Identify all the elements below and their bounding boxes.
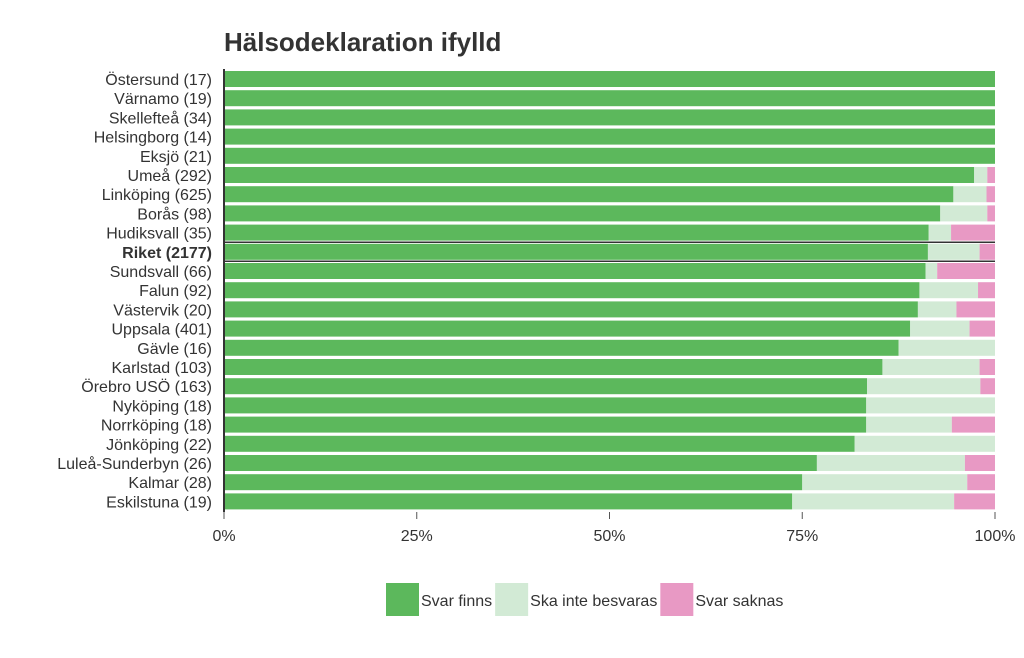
chart-title: Hälsodeklaration ifylld [224,27,501,57]
bar-segment [224,71,995,87]
category-labels: Östersund (17) Värnamo (19)Skellefteå (34… [57,71,212,511]
bar-segment [882,359,980,375]
bar-segment [224,109,995,126]
category-label: Norrköping (18) [101,418,212,435]
legend-label: Svar saknas [695,593,783,610]
category-label: Riket (2177) [122,245,212,262]
x-tick-label: 0% [212,528,235,545]
bar-segment [951,224,995,241]
category-label: Umeå (292) [128,167,212,185]
category-label: Västervik (20) [113,302,212,319]
bar-segment [917,301,957,318]
bar-segment [224,128,995,145]
bar-segment [967,474,995,491]
bar-segment [224,205,941,222]
bar-segment [964,455,995,471]
bar-segment [919,282,979,299]
bar-segment [224,263,926,279]
legend-label: Svar finns [421,593,492,610]
category-label: Helsingborg (14) [94,130,212,147]
bar-segment [224,90,995,107]
x-tick-label: 25% [401,528,433,545]
x-tick-label: 100% [975,528,1016,545]
category-label: Nyköping (18) [112,398,212,415]
bar-segment [987,205,995,222]
bar-segment [866,397,995,414]
bar-segment [974,167,988,183]
bar-segment [987,167,995,183]
category-label: Borås (98) [137,205,212,223]
category-label: Östersund (17) [105,71,212,89]
bar-segment [224,243,928,260]
category-label: Eskilstuna (19) [106,494,212,511]
category-label: Skellefteå (34) [109,109,212,127]
bar-segment [224,455,817,471]
x-tick-label: 50% [593,528,625,545]
bar-segment [986,186,995,203]
bar-segment [866,416,952,433]
bar-segment [224,474,803,491]
category-label: Sundsvall (66) [110,264,212,281]
bar-segment [224,224,929,241]
bar-segment [224,435,855,452]
bar-segment [867,378,981,395]
category-label: Uppsala (401) [112,322,213,339]
category-label: Örebro USÖ (163) [81,378,212,396]
category-label: Eksjö (21) [140,149,212,166]
legend-swatch [660,583,694,616]
category-label: Linköping (625) [102,187,212,204]
bar-segment [928,224,952,241]
category-label: Hudiksvall (35) [106,226,212,243]
bar-segment [854,435,995,452]
bar-segment [224,416,867,433]
bar-segment [954,493,995,510]
legend-swatch [495,583,529,616]
legend: Svar finns Ska inte besvaras Svar saknas [386,583,783,616]
category-label: Gävle (16) [137,341,212,358]
bar-segment [224,397,867,414]
bar-segment [979,243,995,260]
bar-segment [224,378,868,395]
bar-segment [980,378,995,395]
legend-swatch [386,583,419,616]
bar-segment [927,243,980,260]
bar-segment [951,416,995,433]
category-label: Falun (92) [139,283,212,300]
bar-segment [224,359,883,375]
bar-segment [969,320,995,337]
bar-segment [224,167,975,183]
bar-segment [224,186,954,203]
bar-segment [802,474,968,491]
category-label: Jönköping (22) [106,437,212,454]
bars-group [224,71,995,510]
category-label: Luleå-Sunderbyn (26) [57,455,212,473]
bar-segment [979,359,995,375]
bar-segment [910,320,970,337]
bar-segment [978,282,995,299]
bar-segment [953,186,987,203]
bar-segment [224,147,995,164]
bar-segment [816,455,965,471]
bar-segment [937,263,995,279]
bar-segment [940,205,988,222]
bar-segment [792,493,955,510]
bar-segment [925,263,938,279]
bar-segment [224,282,920,299]
bar-segment [224,301,918,318]
bar-segment [224,339,899,356]
category-label: Värnamo (19) [114,91,212,108]
category-label: Karlstad (103) [112,360,213,377]
bar-segment [956,301,995,318]
x-axis-ticks: 0% 25% 50% 75% 100% [212,512,1015,545]
legend-label: Ska inte besvaras [530,593,657,610]
bar-segment [898,339,995,356]
bar-segment [224,320,911,337]
bar-segment [224,493,793,510]
x-tick-label: 75% [786,528,818,545]
category-label: Kalmar (28) [128,475,212,492]
